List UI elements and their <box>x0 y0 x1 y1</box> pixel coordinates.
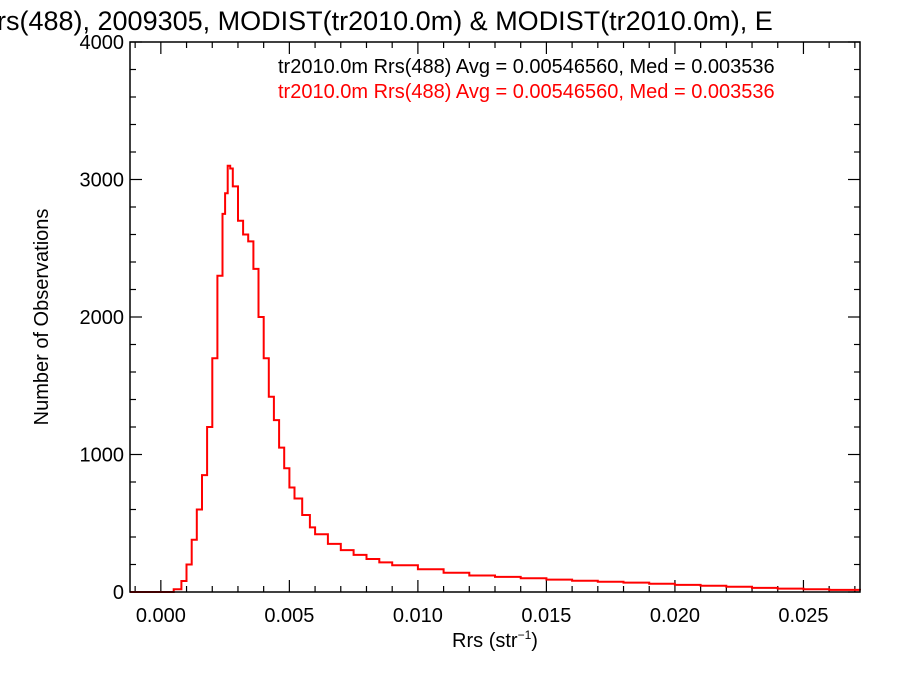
chart-title: rs(488), 2009305, MODIST(tr2010.0m) & MO… <box>0 6 773 36</box>
x-tick-label: 0.010 <box>393 605 443 627</box>
x-tick-label: 0.000 <box>136 605 186 627</box>
y-tick-label: 1000 <box>80 445 125 467</box>
y-axis-label: Number of Observations <box>31 209 53 426</box>
y-tick-label: 4000 <box>80 32 125 54</box>
histogram-series-line <box>130 164 861 593</box>
annotation-avg-red: tr2010.0m Rrs(488) Avg = 0.00546560, Med… <box>278 81 775 103</box>
x-axis-label: Rrs (str−1) <box>452 628 538 652</box>
x-tick-label: 0.015 <box>521 605 571 627</box>
x-tick-label: 0.005 <box>264 605 314 627</box>
tick-labels: 0.000 0.005 0.010 0.015 0.020 0.025 0 1000 2000 3… <box>80 32 829 627</box>
axis-ticks <box>130 41 860 593</box>
annotation-avg-black: tr2010.0m Rrs(488) Avg = 0.00546560, Med… <box>278 56 775 78</box>
y-tick-label: 2000 <box>80 307 125 329</box>
x-tick-label: 0.020 <box>650 605 700 627</box>
y-tick-label: 3000 <box>80 170 125 192</box>
y-tick-label: 0 <box>113 582 124 604</box>
x-tick-label: 0.025 <box>778 605 828 627</box>
plot-frame <box>129 41 861 593</box>
